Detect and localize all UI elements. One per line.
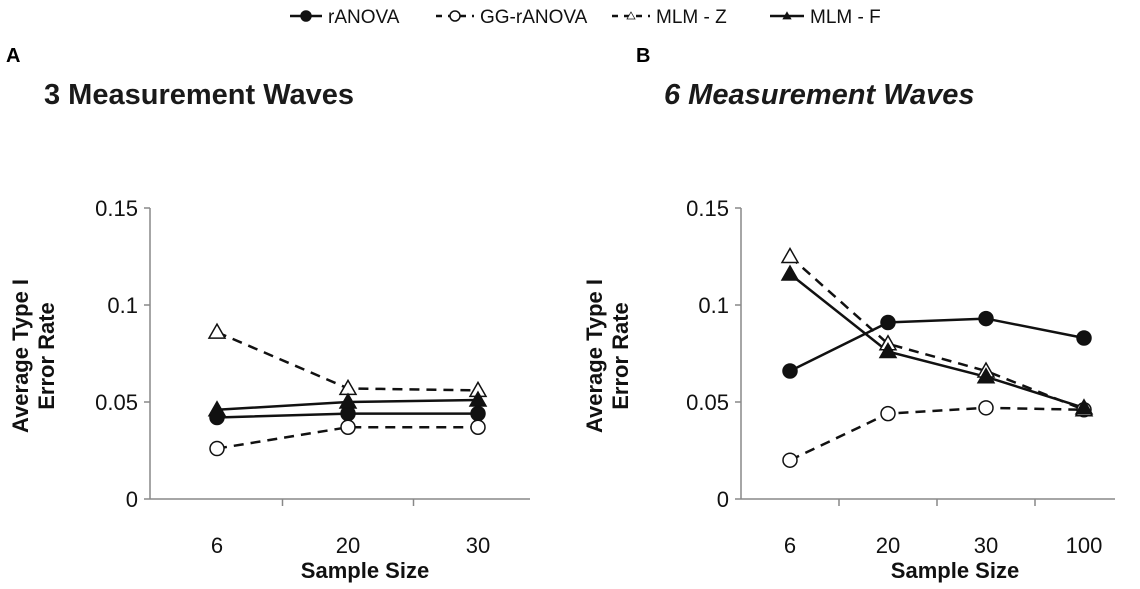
x-tick-label: 6 [784,533,796,558]
data-point-mlm-f [1074,398,1094,415]
y-tick-label: 0.05 [95,390,138,415]
panel-label: B [636,45,650,67]
y-axis-label: Average Type I Error Rate [8,279,59,433]
data-point-gg-ranova [209,440,225,457]
legend-marker-icon [782,11,792,20]
data-point-gg-ranova [782,452,798,468]
data-point-mlm-z [780,246,800,264]
x-tick-label: 20 [876,533,900,558]
y-axis-label-line: Error Rate [608,302,633,410]
legend-marker-icon [626,11,636,20]
data-point-mlm-z [338,378,358,396]
data-point-ranova [1076,330,1092,346]
legend-marker-icon [449,10,461,22]
y-tick-label: 0.05 [686,390,729,415]
series-line-ranova [789,317,1085,373]
panel-label: A [6,45,20,67]
y-axis-label-line: Average Type I [8,279,33,433]
legend-item-ranova: rANOVA [290,7,400,28]
data-point-gg-ranova [340,419,356,435]
y-tick-label: 0 [717,487,729,512]
x-axis-label: Sample Size [891,558,1019,583]
legend-label: GG-rANOVA [480,7,588,28]
chart-panel-b: B 6 Measurement Waves 0 0.05 0.1 0.15 6 20 30 100… [582,45,1115,583]
data-point-mlm-f [976,367,996,384]
y-tick-label: 0.15 [95,196,138,221]
x-tick-label: 6 [211,533,223,558]
data-point-ranova [880,314,896,331]
data-point-mlm-f [468,390,488,407]
y-tick-label: 0.15 [686,196,729,221]
chart-title: 3 Measurement Waves [44,79,354,111]
series-line-mlm-z [789,255,1085,411]
series-line-mlm-f [789,272,1085,410]
x-tick-label: 30 [466,533,490,558]
legend-label: MLM - F [810,7,881,28]
data-point-ranova [470,405,486,422]
legend-label: MLM - Z [656,7,727,28]
legend-item-gg-ranova: GG-rANOVA [436,7,588,28]
data-point-mlm-f [207,400,227,417]
y-tick-label: 0.1 [107,293,138,318]
legend-marker-icon [300,10,312,22]
data-point-gg-ranova [978,400,994,416]
y-tick-label: 0 [126,487,138,512]
legend-item-mlm-z: MLM - Z [612,7,727,28]
series-line-gg-ranova [789,406,1085,462]
y-axis-label-line: Average Type I [582,279,607,433]
data-point-ranova [782,363,798,379]
legend-label: rANOVA [328,7,400,28]
data-point-gg-ranova [880,405,896,422]
y-tick-label: 0.1 [698,293,729,318]
data-point-mlm-z [207,322,227,339]
data-point-mlm-f [338,392,358,409]
chart-title: 6 Measurement Waves [664,79,975,111]
data-point-mlm-f [780,264,800,281]
legend-item-mlm-f: MLM - F [770,7,881,28]
x-tick-label: 20 [336,533,360,558]
data-point-mlm-f [878,342,898,359]
data-point-gg-ranova [470,419,486,435]
x-tick-label: 30 [974,533,998,558]
x-axis-label: Sample Size [301,558,429,583]
y-axis-label-line: Error Rate [34,302,59,410]
chart-panel-a: A 3 Measurement Waves 0 0.05 0.1 0.15 6 20 30 Sam… [6,45,530,583]
x-tick-label: 100 [1066,533,1103,558]
data-point-ranova [978,310,994,327]
legend: rANOVA GG-rANOVA MLM - Z MLM - F [290,7,881,28]
y-axis-label: Average Type I Error Rate [582,279,633,433]
